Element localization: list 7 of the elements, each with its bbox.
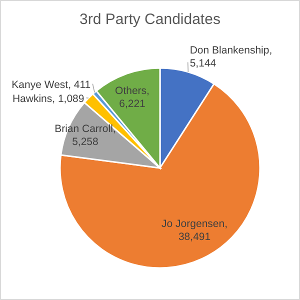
slice-label: Others, 6,221 — [115, 84, 150, 110]
slice-label: Don Blankenship, 5,144 — [190, 44, 272, 70]
slice-label: Kanye West, 411 — [12, 78, 91, 91]
slice-label: Jo Jorgensen, 38,491 — [162, 218, 228, 243]
slice-label: Brian Carroll, 5,258 — [54, 123, 116, 148]
chart-title: 3rd Party Candidates — [80, 11, 220, 28]
slice-label: Hawkins, 1,089 — [12, 92, 84, 105]
